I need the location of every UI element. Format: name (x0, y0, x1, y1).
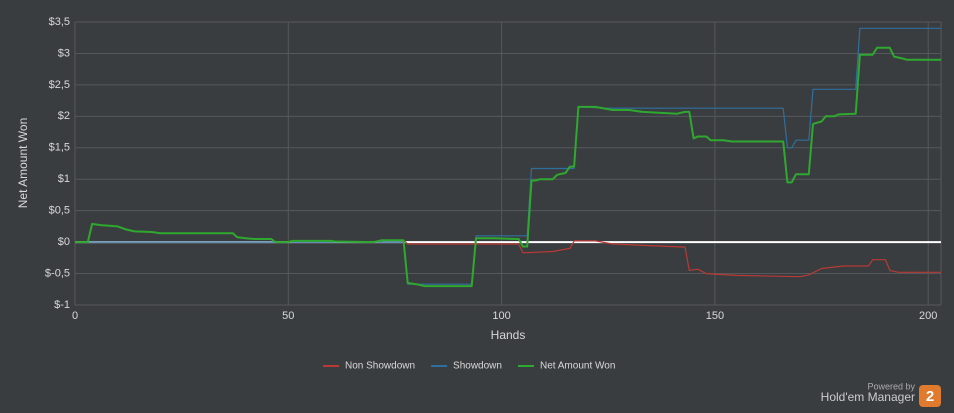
y-tick-label: $-1 (54, 299, 70, 311)
legend-label: Non Showdown (345, 361, 415, 372)
x-tick-label: 100 (492, 310, 510, 322)
series-line (75, 46, 941, 288)
y-tick-label: $3 (58, 47, 70, 59)
y-tick-label: $0 (58, 236, 70, 248)
x-tick-label: 150 (706, 310, 724, 322)
powered-by: Powered by (867, 381, 915, 391)
x-tick-label: 50 (282, 310, 294, 322)
y-tick-label: $-0,5 (45, 267, 70, 279)
y-tick-label: $2 (58, 110, 70, 122)
x-tick-label: 0 (72, 310, 78, 322)
y-tick-label: $2,5 (49, 79, 70, 91)
y-tick-label: $3,5 (49, 16, 70, 28)
y-tick-label: $0,5 (49, 205, 70, 217)
y-axis-title: Net Amount Won (16, 118, 30, 209)
badge-icon (919, 385, 941, 407)
y-tick-label: $1 (58, 173, 70, 185)
badge-text: 2 (926, 388, 934, 405)
legend-label: Net Amount Won (540, 361, 615, 372)
product-name: Hold'em Manager (821, 390, 915, 404)
x-tick-label: 200 (919, 310, 937, 322)
x-axis-title: Hands (491, 328, 526, 342)
y-tick-label: $1,5 (49, 142, 70, 154)
legend-label: Showdown (453, 361, 502, 372)
